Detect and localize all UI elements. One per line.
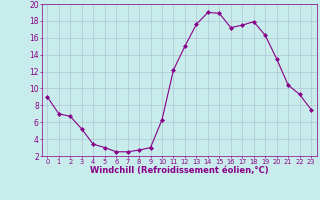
X-axis label: Windchill (Refroidissement éolien,°C): Windchill (Refroidissement éolien,°C) [90,166,268,175]
